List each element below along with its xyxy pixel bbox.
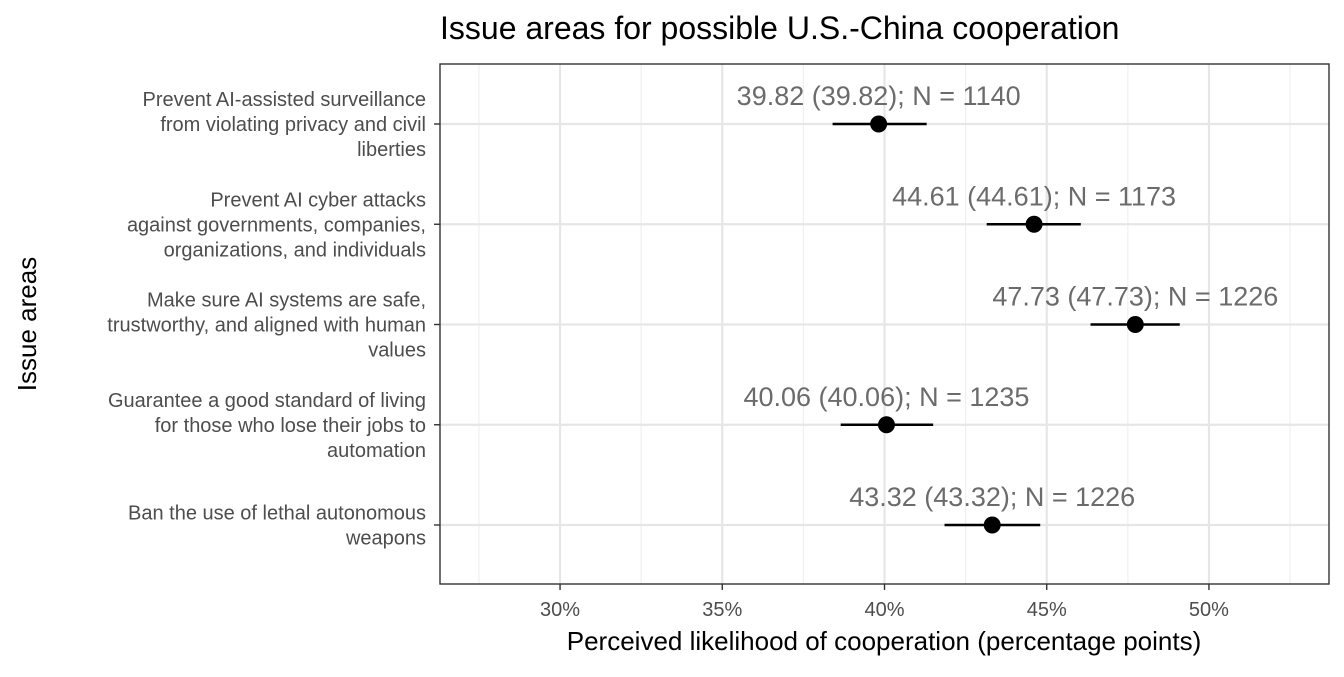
y-tick-label-line: against governments, companies, [127,214,426,236]
y-tick-label: Ban the use of lethal autonomous weapons [128,503,426,550]
x-tick-label: 30% [540,599,580,621]
y-tick-label-line: Prevent AI-assisted surveillance [143,89,426,111]
y-axis-title: Issue areas [12,257,42,391]
data-point [877,416,895,434]
x-axis-title: Perceived likelihood of cooperation (per… [567,626,1202,656]
x-tick-label: 45% [1027,599,1067,621]
axis-layer: 30% 35% 40% 45% 50% Prevent AI-assisted surve… [107,63,1330,621]
y-tick-label-line: Ban the use of lethal autonomous [128,503,426,525]
marks-layer: 39.82 (39.82); N = 1140 44.61 (44.61); N … [737,81,1278,534]
y-tick-label-line: liberties [357,139,426,161]
point-label: 47.73 (47.73); N = 1226 [992,282,1278,312]
point-label: 44.61 (44.61); N = 1173 [892,181,1176,211]
grid-layer [440,64,1329,584]
y-tick-label: Guarantee a good standard of living for t… [108,390,426,462]
point-label: 40.06 (40.06); N = 1235 [743,382,1029,412]
x-tick-label: 50% [1189,599,1229,621]
data-point [983,516,1001,534]
point-label: 39.82 (39.82); N = 1140 [737,81,1021,111]
y-tick-label-line: trustworthy, and aligned with human [107,315,426,337]
y-tick-label-line: Prevent AI cyber attacks [210,189,426,211]
y-tick-label: Prevent AI cyber attacks against governme… [127,189,426,261]
y-tick-label-line: values [368,340,426,362]
x-tick-label: 40% [864,599,904,621]
data-point [870,115,888,133]
y-tick-label-line: organizations, and individuals [164,239,426,261]
y-tick-label: Make sure AI systems are safe, trustworth… [107,290,426,362]
y-tick-label-line: automation [327,440,426,462]
data-point [1126,316,1144,333]
x-tick-label: 35% [702,599,742,621]
data-point [1025,215,1043,233]
y-tick-label-line: from violating privacy and civil [160,114,426,136]
y-tick-label-line: Guarantee a good standard of living [108,390,426,412]
y-tick-label-line: for those who lose their jobs to [155,415,426,437]
point-label: 43.32 (43.32); N = 1226 [849,482,1135,512]
y-tick-label-line: Make sure AI systems are safe, [147,290,426,312]
y-tick-label-line: weapons [345,528,426,550]
y-tick-label: Prevent AI-assisted surveillance from vio… [143,89,426,161]
chart-title: Issue areas for possible U.S.-China coop… [440,10,1119,46]
